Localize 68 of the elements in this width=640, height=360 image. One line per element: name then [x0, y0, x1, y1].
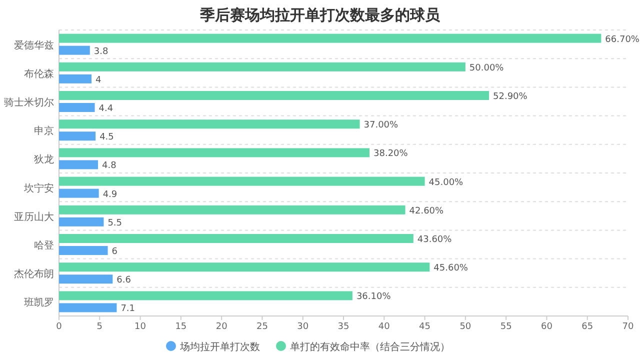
bar: [59, 274, 113, 284]
y-tick-label: 布伦森: [24, 68, 54, 80]
data-label: 45.60%: [434, 264, 468, 274]
bar: [59, 74, 92, 84]
data-label: 7.1: [120, 304, 136, 314]
x-tick-label: 45: [419, 322, 431, 332]
y-tick-label: 狄龙: [34, 154, 54, 166]
y-tick-label: 爱德华兹: [14, 39, 54, 52]
y-tick-label: 申京: [34, 125, 54, 138]
data-label: 4: [96, 75, 102, 86]
x-tick-label: 25: [256, 322, 268, 332]
x-tick-label: 60: [540, 322, 553, 332]
bar: [59, 246, 108, 255]
data-label: 3.8: [94, 46, 108, 57]
data-label: 38.20%: [374, 149, 408, 160]
x-tick-label: 55: [500, 322, 512, 332]
bar: [59, 160, 98, 170]
bar: [59, 303, 117, 312]
bar: [59, 148, 370, 158]
data-label: 4.4: [98, 104, 114, 114]
x-tick-label: 65: [582, 322, 594, 332]
data-label: 6.6: [116, 276, 132, 286]
data-label: 37.00%: [364, 120, 399, 131]
x-tick-label: 50: [460, 322, 472, 332]
x-tick-label: 0: [56, 322, 62, 332]
y-tick-label: 坎宁安: [23, 182, 54, 194]
bar: [59, 176, 425, 186]
bar: [59, 34, 602, 43]
bar: [59, 234, 414, 243]
data-label: 4.5: [100, 132, 114, 143]
data-label: 42.60%: [409, 206, 444, 216]
y-tick-label: 班凯罗: [24, 296, 54, 309]
x-tick-label: 40: [378, 322, 390, 332]
x-tick-label: 35: [338, 322, 350, 332]
data-label: 45.00%: [428, 178, 464, 188]
data-label: 36.10%: [356, 292, 392, 302]
bar: [59, 188, 99, 198]
data-label: 52.90%: [493, 92, 528, 102]
x-tick-label: 15: [175, 322, 187, 332]
bar: [59, 120, 360, 129]
bar: [59, 103, 95, 112]
y-tick-label: 哈登: [34, 240, 54, 252]
bar: [59, 217, 104, 226]
bar: [59, 62, 466, 72]
data-label: 43.60%: [417, 235, 452, 245]
bar: [59, 46, 90, 55]
y-tick-label: 亚历山大: [14, 210, 54, 223]
y-tick-label: 杰伦布朗: [14, 268, 54, 280]
bar: [59, 205, 406, 214]
chart-title: 季后赛场均拉开单打次数最多的球员: [199, 6, 441, 24]
data-label: 6: [112, 247, 118, 257]
data-label: 50.00%: [469, 63, 504, 74]
bar: [59, 262, 430, 272]
x-tick-label: 5: [96, 322, 103, 332]
legend-label: 单打的有效命中率（结合三分情况）: [290, 341, 450, 353]
bar: [59, 132, 96, 141]
data-label: 4.9: [102, 190, 118, 200]
bar: [59, 291, 352, 300]
data-label: 5.5: [108, 218, 122, 228]
y-tick-label: 骑士米切尔: [4, 96, 54, 108]
data-label: 4.8: [102, 161, 117, 172]
legend-label: 场均拉开单打次数: [179, 341, 260, 353]
data-label: 66.70%: [605, 34, 640, 45]
x-tick-label: 10: [134, 322, 146, 332]
x-tick-label: 30: [297, 322, 309, 332]
x-tick-label: 20: [216, 322, 228, 332]
bar: [59, 91, 489, 100]
x-tick-label: 70: [622, 322, 634, 332]
